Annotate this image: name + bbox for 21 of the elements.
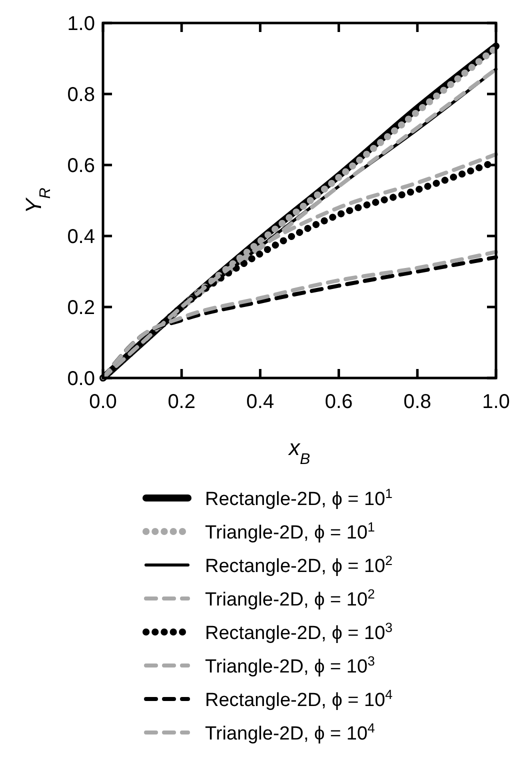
legend-label: Triangle-2D, ϕ = 10$^{3}$ (205, 653, 375, 678)
x-tick-label: 0.6 (324, 391, 353, 413)
y-tick-label: 0.8 (67, 84, 95, 106)
y-tick-label: 1.0 (67, 13, 95, 35)
y-tick-label: 0.2 (67, 297, 95, 319)
y-tick-label: 0.4 (67, 226, 95, 248)
x-tick-label: 0.0 (89, 391, 117, 413)
x-tick-label: 0.2 (168, 391, 196, 413)
legend-label: Rectangle-2D, ϕ = 10$^{3}$ (205, 620, 393, 644)
legend-label: Rectangle-2D, ϕ = 10$^{4}$ (205, 686, 393, 711)
y-tick-label: 0.6 (67, 155, 95, 177)
legend-label: Triangle-2D, ϕ = 10$^{1}$ (205, 519, 375, 544)
x-tick-label: 0.4 (246, 391, 274, 413)
x-axis-title: x$_{B}$ (288, 435, 310, 468)
legend-label: Rectangle-2D, ϕ = 10$^{1}$ (205, 486, 393, 510)
y-tick-label: 0.0 (67, 368, 95, 390)
x-tick-label: 1.0 (482, 391, 510, 413)
legend-label: Triangle-2D, ϕ = 10$^{4}$ (205, 720, 375, 744)
legend-label: Rectangle-2D, ϕ = 10$^{2}$ (205, 552, 393, 577)
x-tick-label: 0.8 (403, 391, 432, 413)
legend-label: Triangle-2D, ϕ = 10$^{2}$ (205, 586, 375, 610)
